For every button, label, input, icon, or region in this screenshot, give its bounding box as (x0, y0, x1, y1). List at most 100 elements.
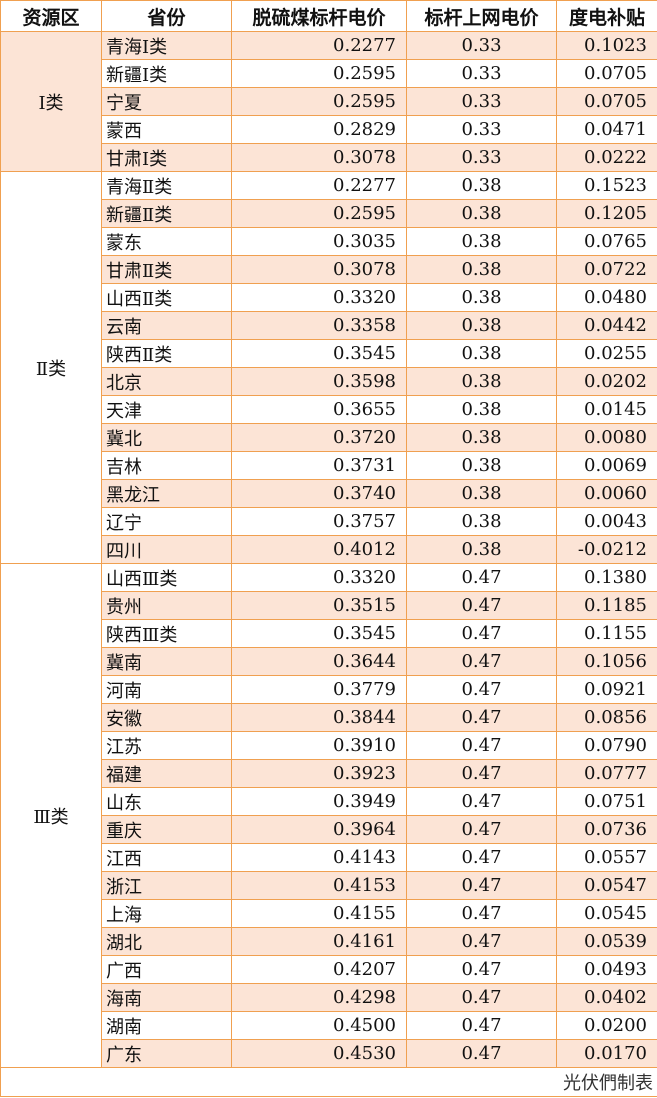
province-cell: 江苏 (101, 731, 232, 760)
benchmark-price-cell: 0.47 (406, 955, 557, 984)
province-cell: 浙江 (101, 871, 232, 900)
coal-price-cell: 0.3844 (231, 703, 407, 732)
subsidy-cell: 0.1185 (556, 591, 657, 620)
subsidy-cell: 0.0471 (556, 115, 657, 144)
subsidy-cell: 0.0442 (556, 311, 657, 340)
benchmark-price-cell: 0.47 (406, 563, 557, 592)
table-row: 安徽 0.3844 0.47 0.0856 (1, 703, 657, 732)
benchmark-price-cell: 0.47 (406, 619, 557, 648)
coal-price-cell: 0.3078 (231, 255, 407, 284)
province-cell: 江西 (101, 843, 232, 872)
subsidy-cell: 0.0222 (556, 143, 657, 172)
province-cell: 山东 (101, 787, 232, 816)
table-row: 陕西Ⅲ类 0.3545 0.47 0.1155 (1, 619, 657, 648)
table-row: 福建 0.3923 0.47 0.0777 (1, 759, 657, 788)
table-row: 蒙西 0.2829 0.33 0.0471 (1, 115, 657, 144)
table-row: Ⅰ类 青海Ⅰ类 0.2277 0.33 0.1023 (0, 31, 657, 172)
benchmark-price-cell: 0.33 (406, 115, 557, 144)
benchmark-price-cell: 0.47 (406, 983, 557, 1012)
subsidy-cell: 0.0736 (556, 815, 657, 844)
province-cell: 青海Ⅰ类 (101, 31, 232, 60)
subsidy-cell: 0.0545 (556, 899, 657, 928)
coal-price-cell: 0.4530 (231, 1039, 407, 1068)
coal-price-cell: 0.2277 (231, 31, 407, 60)
subsidy-cell: 0.0255 (556, 339, 657, 368)
benchmark-price-cell: 0.38 (406, 199, 557, 228)
province-cell: 辽宁 (101, 507, 232, 536)
table-row: 浙江 0.4153 0.47 0.0547 (1, 871, 657, 900)
benchmark-price-cell: 0.47 (406, 871, 557, 900)
subsidy-cell: 0.0043 (556, 507, 657, 536)
benchmark-price-cell: 0.38 (406, 507, 557, 536)
subsidy-cell: -0.0212 (556, 535, 657, 564)
coal-price-cell: 0.3078 (231, 143, 407, 172)
header-province: 省份 (101, 0, 232, 32)
benchmark-price-cell: 0.47 (406, 703, 557, 732)
coal-price-cell: 0.3358 (231, 311, 407, 340)
coal-price-cell: 0.3720 (231, 423, 407, 452)
province-cell: 天津 (101, 395, 232, 424)
province-cell: 安徽 (101, 703, 232, 732)
coal-price-cell: 0.3949 (231, 787, 407, 816)
coal-price-cell: 0.3779 (231, 675, 407, 704)
province-cell: 吉林 (101, 451, 232, 480)
table-row: 湖北 0.4161 0.47 0.0539 (1, 927, 657, 956)
benchmark-price-cell: 0.38 (406, 451, 557, 480)
subsidy-cell: 0.1380 (556, 563, 657, 592)
coal-price-cell: 0.4161 (231, 927, 407, 956)
benchmark-price-cell: 0.38 (406, 339, 557, 368)
footer-credit: 光伏們制表 (0, 1067, 657, 1097)
province-cell: 海南 (101, 983, 232, 1012)
subsidy-cell: 0.0080 (556, 423, 657, 452)
subsidy-cell: 0.1523 (556, 171, 657, 200)
province-cell: 甘肃Ⅱ类 (101, 255, 232, 284)
subsidy-cell: 0.0722 (556, 255, 657, 284)
table-row: 上海 0.4155 0.47 0.0545 (1, 899, 657, 928)
header-row: 资源区 省份 脱硫煤标杆电价 标杆上网电价 度电补贴 (0, 0, 657, 32)
coal-price-cell: 0.3964 (231, 815, 407, 844)
table-row: 冀南 0.3644 0.47 0.1056 (1, 647, 657, 676)
province-cell: 云南 (101, 311, 232, 340)
table-row: 辽宁 0.3757 0.38 0.0043 (1, 507, 657, 536)
benchmark-price-cell: 0.47 (406, 675, 557, 704)
subsidy-cell: 0.0493 (556, 955, 657, 984)
benchmark-price-cell: 0.47 (406, 815, 557, 844)
province-cell: 广东 (101, 1039, 232, 1068)
coal-price-cell: 0.3598 (231, 367, 407, 396)
subsidy-cell: 0.0547 (556, 871, 657, 900)
table-row: 湖南 0.4500 0.47 0.0200 (1, 1011, 657, 1040)
subsidy-cell: 0.0856 (556, 703, 657, 732)
benchmark-price-cell: 0.47 (406, 731, 557, 760)
subsidy-cell: 0.0202 (556, 367, 657, 396)
subsidy-cell: 0.0402 (556, 983, 657, 1012)
subsidy-cell: 0.1155 (556, 619, 657, 648)
table-row: 蒙东 0.3035 0.38 0.0765 (1, 227, 657, 256)
subsidy-cell: 0.1205 (556, 199, 657, 228)
benchmark-price-cell: 0.47 (406, 899, 557, 928)
benchmark-price-cell: 0.47 (406, 647, 557, 676)
province-cell: 新疆Ⅱ类 (101, 199, 232, 228)
benchmark-price-cell: 0.47 (406, 843, 557, 872)
subsidy-cell: 0.0751 (556, 787, 657, 816)
subsidy-cell: 0.0200 (556, 1011, 657, 1040)
province-cell: 贵州 (101, 591, 232, 620)
coal-price-cell: 0.4143 (231, 843, 407, 872)
benchmark-price-cell: 0.38 (406, 367, 557, 396)
header-benchmark-price: 标杆上网电价 (406, 0, 557, 32)
region-cell: Ⅰ类 (0, 31, 102, 172)
subsidy-cell: 0.0145 (556, 395, 657, 424)
table-row: 广东 0.4530 0.47 0.0170 (1, 1039, 657, 1068)
province-cell: 冀南 (101, 647, 232, 676)
table-row: 新疆Ⅰ类 0.2595 0.33 0.0705 (1, 59, 657, 88)
table-row: 云南 0.3358 0.38 0.0442 (1, 311, 657, 340)
province-cell: 黑龙江 (101, 479, 232, 508)
province-cell: 冀北 (101, 423, 232, 452)
province-cell: 山西Ⅲ类 (101, 563, 232, 592)
subsidy-cell: 0.0069 (556, 451, 657, 480)
header-coal-price: 脱硫煤标杆电价 (231, 0, 407, 32)
coal-price-cell: 0.3320 (231, 283, 407, 312)
table-row: 海南 0.4298 0.47 0.0402 (1, 983, 657, 1012)
province-cell: 四川 (101, 535, 232, 564)
table-row: 新疆Ⅱ类 0.2595 0.38 0.1205 (1, 199, 657, 228)
